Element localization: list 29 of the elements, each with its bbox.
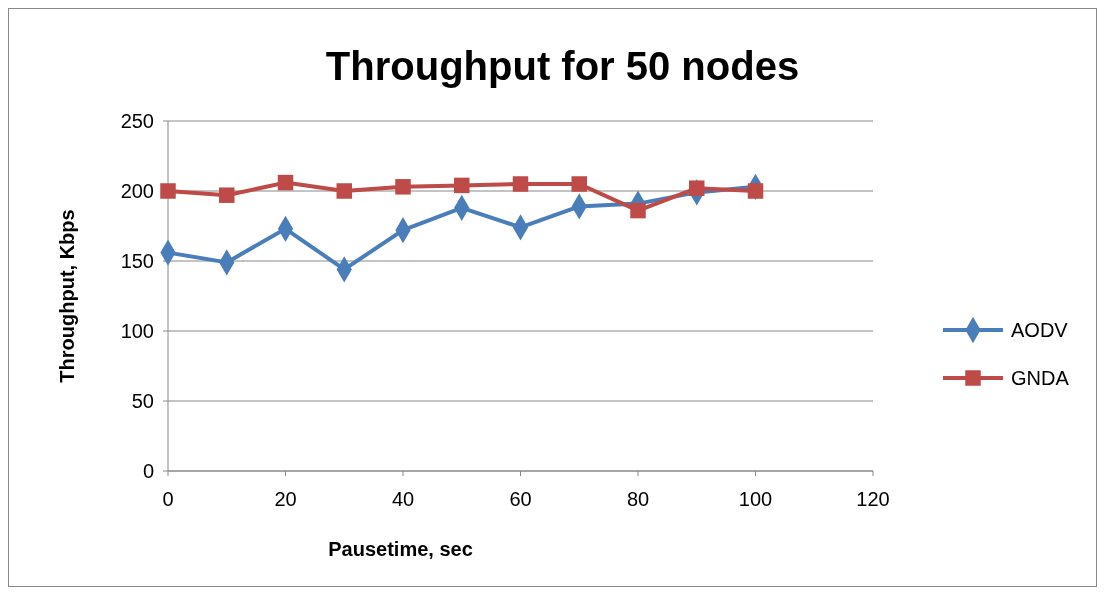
point bbox=[747, 183, 764, 199]
point bbox=[219, 187, 235, 203]
point bbox=[395, 179, 411, 195]
y-tick-label: 150 bbox=[120, 250, 154, 272]
point bbox=[277, 174, 294, 191]
point bbox=[336, 183, 352, 199]
y-tick-label: 0 bbox=[142, 460, 154, 482]
y-tick-label: 250 bbox=[120, 110, 154, 132]
x-axis-title: Pausetime, sec bbox=[328, 538, 473, 560]
legend-label: AODV bbox=[1011, 319, 1069, 341]
x-tick-label: 80 bbox=[626, 488, 650, 510]
x-tick-label: 0 bbox=[162, 488, 174, 510]
y-tick-label: 50 bbox=[131, 390, 154, 412]
x-tick-label: 60 bbox=[509, 488, 532, 510]
point bbox=[160, 183, 176, 199]
y-tick-label: 200 bbox=[120, 180, 154, 202]
point bbox=[630, 202, 646, 219]
legend-label: GNDA bbox=[1011, 367, 1070, 389]
x-tick-label: 20 bbox=[274, 488, 297, 510]
chart-title: Throughput for 50 nodes bbox=[325, 44, 800, 88]
x-tick-label: 100 bbox=[738, 488, 773, 510]
x-tick-label: 120 bbox=[856, 488, 890, 510]
x-tick-label: 40 bbox=[391, 488, 415, 510]
point bbox=[689, 180, 705, 196]
y-axis-title: Throughput, Kbps bbox=[56, 209, 78, 383]
y-tick-label: 100 bbox=[120, 320, 154, 342]
point bbox=[512, 176, 529, 192]
point bbox=[571, 176, 587, 192]
point bbox=[454, 177, 470, 194]
